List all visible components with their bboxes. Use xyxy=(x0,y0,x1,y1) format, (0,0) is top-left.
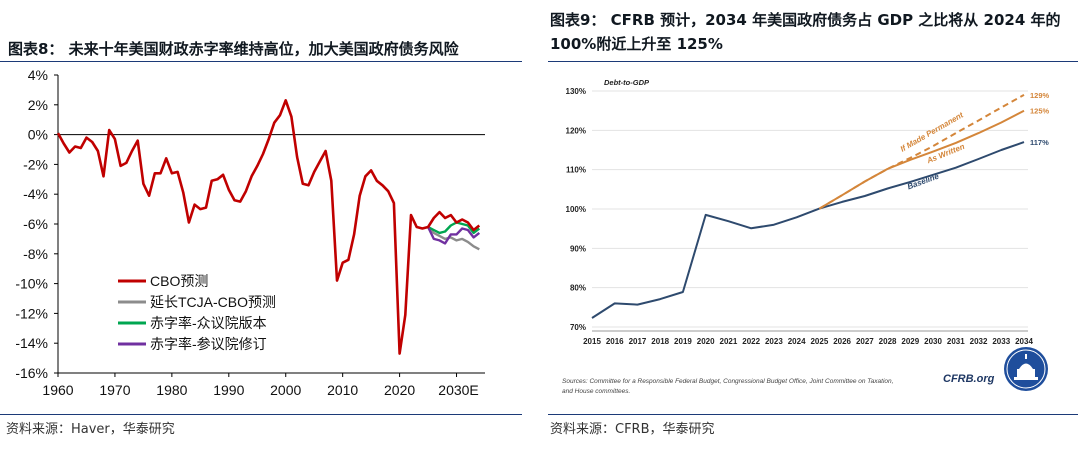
left-legend-label: 赤字率-众议院版本 xyxy=(150,315,267,331)
right-x-tick-label: 2023 xyxy=(765,337,783,346)
left-y-tick-label: 0% xyxy=(28,127,48,143)
right-debt-to-gdp-chart: 70% 80% 90% 100% 110% 120% 130% 2015 2016 2017 201… xyxy=(562,78,1050,395)
left-legend-label: CBO预测 xyxy=(150,273,208,289)
right-chart-title: Debt-to-GDP xyxy=(604,78,650,87)
right-series-line-as-written xyxy=(818,109,1025,210)
right-x-tick-label: 2022 xyxy=(742,337,760,346)
left-title-rule xyxy=(0,61,522,62)
left-x-tick-label: 2000 xyxy=(270,382,301,398)
left-y-tick-label: -8% xyxy=(23,246,48,262)
right-x-tick-label: 2016 xyxy=(606,337,624,346)
right-end-value-label: 125% xyxy=(1030,107,1050,116)
left-x-tick-label: 1990 xyxy=(213,382,244,398)
right-x-tick-label: 2015 xyxy=(583,337,601,346)
right-y-tick-label: 120% xyxy=(566,126,586,135)
left-x-tick-label: 1960 xyxy=(42,382,73,398)
right-x-tick-label: 2017 xyxy=(629,337,647,346)
right-x-tick-label: 2027 xyxy=(856,337,874,346)
right-x-tick-label: 2029 xyxy=(901,337,919,346)
right-figure-title: 图表9： CFRB 预计，2034 年美国政府债务占 GDP 之比将从 2024… xyxy=(550,11,1061,53)
right-x-tick-label: 2028 xyxy=(879,337,897,346)
right-footnote-line: and House committees. xyxy=(562,388,630,395)
right-x-tick-label: 2019 xyxy=(674,337,692,346)
right-figure-panel: 图表9： CFRB 预计，2034 年美国政府债务占 GDP 之比将从 2024… xyxy=(548,0,1083,467)
right-x-tick-label: 2020 xyxy=(697,337,715,346)
left-x-tick-label: 2020 xyxy=(384,382,415,398)
left-y-tick-label: -16% xyxy=(15,365,48,381)
right-y-tick-label: 70% xyxy=(570,323,586,332)
right-y-tick-label: 100% xyxy=(566,205,586,214)
right-x-tick-label: 2031 xyxy=(947,337,965,346)
right-footnote-line: Sources: Committee for a Responsible Fed… xyxy=(562,378,894,385)
right-x-tick-label: 2032 xyxy=(970,337,988,346)
right-x-tick-label: 2034 xyxy=(1015,337,1033,346)
left-series-line-3 xyxy=(427,226,481,245)
right-y-tick-label: 80% xyxy=(570,284,586,293)
left-y-tick-label: -2% xyxy=(23,156,48,172)
left-source-note: 资料来源：Haver，华泰研究 xyxy=(6,422,175,437)
left-y-tick-label: -4% xyxy=(23,186,48,202)
left-series-line-1 xyxy=(427,226,480,251)
right-x-tick-label: 2033 xyxy=(992,337,1010,346)
left-x-tick-label: 2030E xyxy=(438,382,478,398)
left-y-tick-label: -10% xyxy=(15,276,48,292)
left-bottom-rule xyxy=(0,414,522,415)
crfb-logo-text: CFRB.org xyxy=(943,373,995,385)
right-x-tick-label: 2025 xyxy=(810,337,828,346)
right-source-note: 资料来源：CFRB，华泰研究 xyxy=(550,422,715,437)
right-x-tick-label: 2021 xyxy=(720,337,738,346)
left-series-line-2 xyxy=(427,221,481,235)
left-legend-label: 赤字率-参议院修订 xyxy=(150,336,267,352)
left-deficit-chart: -16% -14% -12% -10% -8% -6% -4% -2% 0% 2% 4% 1960 19… xyxy=(15,67,485,398)
right-series-label: As Written xyxy=(925,142,966,166)
right-y-tick-label: 130% xyxy=(566,87,586,96)
right-x-tick-label: 2026 xyxy=(833,337,851,346)
left-figure-panel: 图表8： 未来十年美国财政赤字率维持高位，加大美国政府债务风险 -16% -14%… xyxy=(0,0,530,467)
right-end-value-label: 129% xyxy=(1030,91,1050,100)
right-y-tick-label: 90% xyxy=(570,244,586,253)
right-x-tick-label: 2030 xyxy=(924,337,942,346)
right-series-line-baseline xyxy=(591,141,1025,319)
left-legend-label: 延长TCJA-CBO预测 xyxy=(150,294,276,310)
right-series-label: Baseline xyxy=(906,171,941,191)
left-y-tick-label: 4% xyxy=(28,67,48,83)
left-x-tick-label: 1970 xyxy=(99,382,130,398)
left-figure-title: 图表8： 未来十年美国财政赤字率维持高位，加大美国政府债务风险 xyxy=(8,40,459,58)
left-x-tick-label: 2010 xyxy=(327,382,358,398)
left-x-tick-label: 1980 xyxy=(156,382,187,398)
right-x-tick-label: 2024 xyxy=(788,337,806,346)
left-y-tick-label: -14% xyxy=(15,335,48,351)
left-series-line-0 xyxy=(56,98,481,355)
capitol-dome-icon xyxy=(1004,347,1048,391)
left-y-tick-label: -6% xyxy=(23,216,48,232)
right-end-value-label: 117% xyxy=(1030,138,1049,147)
right-x-tick-label: 2018 xyxy=(651,337,669,346)
right-y-tick-label: 110% xyxy=(566,166,586,175)
right-title-rule xyxy=(548,61,1078,62)
right-bottom-rule xyxy=(548,414,1078,415)
right-series-line-if-made-permanent xyxy=(818,94,1025,210)
left-y-tick-label: 2% xyxy=(28,97,48,113)
left-y-tick-label: -12% xyxy=(15,305,48,321)
